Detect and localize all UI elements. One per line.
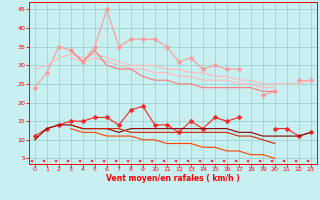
X-axis label: Vent moyen/en rafales ( km/h ): Vent moyen/en rafales ( km/h ) (106, 174, 240, 183)
